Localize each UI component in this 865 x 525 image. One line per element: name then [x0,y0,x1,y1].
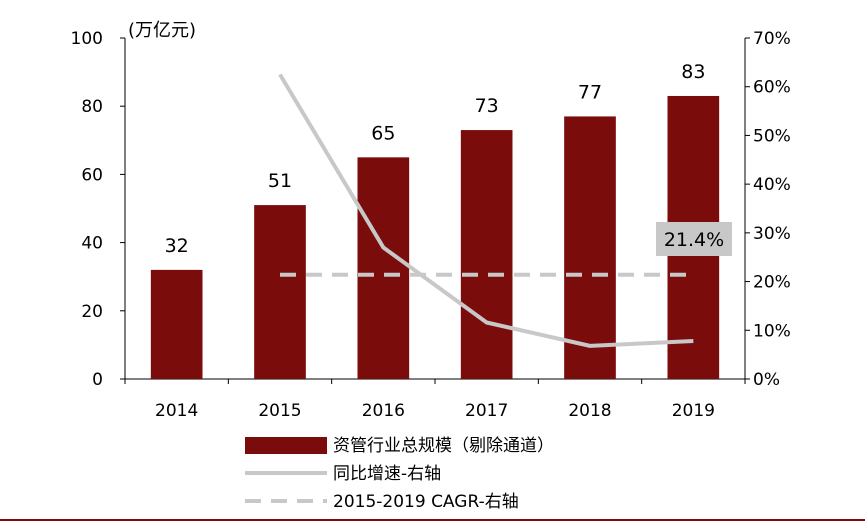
right-y-axis: 0% 10% 20% 30% 40% 50% 60% 70% [744,29,791,390]
bar-data-label: 73 [475,95,499,117]
legend-swatch-bar [245,437,327,454]
right-tick-label: 20% [753,273,791,293]
bar-data-label: 65 [371,122,395,144]
left-tick-label: 0 [92,370,103,390]
right-tick-label: 0% [753,370,780,390]
x-tick-label: 2014 [155,401,198,421]
right-tick-label: 30% [753,224,791,244]
left-axis-unit-label: (万亿元) [128,20,196,41]
bar [150,269,203,379]
x-tick-label: 2019 [672,401,715,421]
cagr-annotation-box [656,222,732,256]
line-series [278,73,694,348]
right-tick-label: 10% [753,321,791,341]
legend-label: 2015-2019 CAGR-右轴 [333,492,519,512]
left-tick-label: 40 [81,234,103,254]
data-labels: 32 51 65 73 77 83 [165,61,706,257]
x-tick-label: 2018 [568,401,611,421]
bar-series [150,95,720,380]
legend: 资管行业总规模（剔除通道） 同比增速-右轴 2015-2019 CAGR-右轴 [245,436,554,512]
left-tick-label: 20 [81,302,103,322]
right-tick-label: 50% [753,126,791,146]
x-axis: 2014 2015 2016 2017 2018 2019 [124,378,746,421]
legend-label: 同比增速-右轴 [333,464,441,484]
left-y-axis: 0 20 40 60 80 100 [71,29,126,390]
bar [564,116,616,380]
left-tick-label: 100 [71,29,103,49]
x-tick-label: 2015 [258,401,301,421]
x-tick-label: 2016 [362,401,405,421]
bar [254,205,306,379]
cagr-annotation-text: 21.4% [664,229,724,251]
cagr-annotation: 21.4% [656,222,732,256]
growth-rate-line [278,73,694,348]
bar [460,130,513,379]
bar-data-label: 51 [268,170,292,192]
right-tick-label: 60% [753,78,791,98]
bar [357,157,410,379]
legend-label: 资管行业总规模（剔除通道） [333,436,554,456]
bar-data-label: 83 [681,61,705,83]
left-tick-label: 60 [81,165,103,185]
x-tick-label: 2017 [465,401,508,421]
bar-data-label: 32 [165,235,189,257]
right-tick-label: 70% [753,29,791,49]
bar-data-label: 77 [578,81,602,103]
right-tick-label: 40% [753,175,791,195]
left-tick-label: 80 [81,97,103,117]
